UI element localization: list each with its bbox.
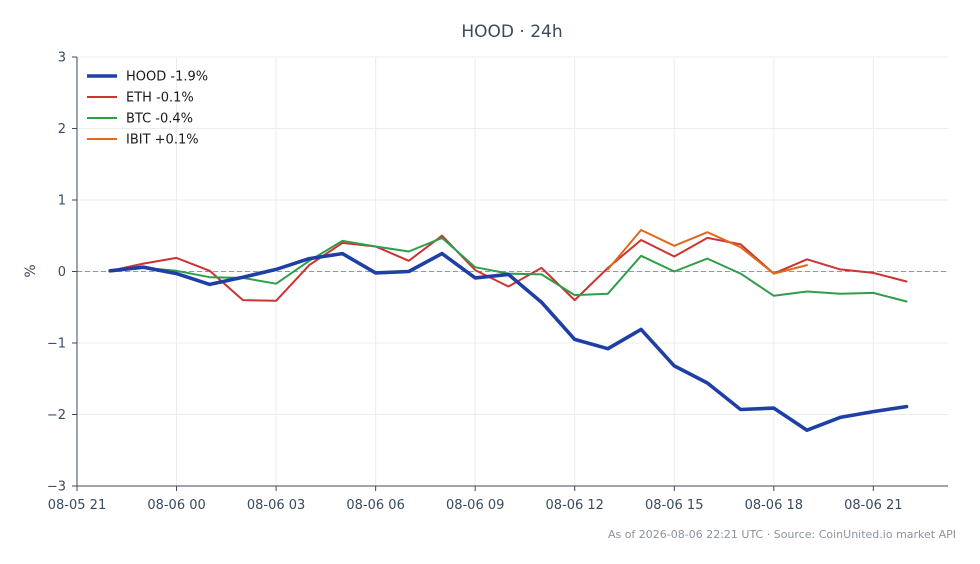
x-tick-label: 08-06 12	[545, 498, 603, 513]
y-tick-label: 3	[58, 51, 66, 66]
chart-title: HOOD · 24h	[461, 22, 562, 42]
y-tick-label: 1	[58, 194, 66, 209]
x-tick-label: 08-06 00	[147, 498, 205, 513]
series-layer	[108, 229, 909, 433]
y-axis-label: %	[23, 264, 39, 277]
footnote: As of 2026-08-06 22:21 UTC · Source: Coi…	[608, 528, 956, 541]
x-tick-label: 08-06 18	[745, 498, 803, 513]
series-line-eth	[109, 234, 908, 302]
x-ticks: 08-05 21 08-06 00 08-06 03 08-06 06 08-06 09…	[48, 486, 903, 513]
x-tick-label: 08-06 21	[844, 498, 902, 513]
y-tick-label: 2	[58, 122, 66, 137]
legend-label: BTC -0.4%	[126, 112, 193, 127]
legend: HOOD -1.9% ETH -0.1% BTC -0.4% IBIT +0.1%	[87, 70, 208, 148]
series-line-ibit	[606, 229, 808, 275]
legend-label: HOOD -1.9%	[126, 70, 208, 85]
x-tick-label: 08-06 06	[346, 498, 404, 513]
x-tick-label: 08-06 09	[446, 498, 504, 513]
y-tick-label: −1	[47, 337, 66, 352]
legend-label: IBIT +0.1%	[126, 133, 199, 148]
x-tick-label: 08-06 03	[247, 498, 305, 513]
y-tick-label: −2	[47, 408, 66, 423]
x-tick-label: 08-05 21	[48, 498, 106, 513]
series-line-hood	[108, 251, 909, 433]
legend-label: ETH -0.1%	[126, 91, 194, 106]
y-tick-label: 0	[58, 265, 66, 280]
x-tick-label: 08-06 15	[645, 498, 703, 513]
y-ticks: −3 −2 −1 0 1 2 3	[47, 51, 77, 495]
y-tick-label: −3	[47, 480, 66, 495]
